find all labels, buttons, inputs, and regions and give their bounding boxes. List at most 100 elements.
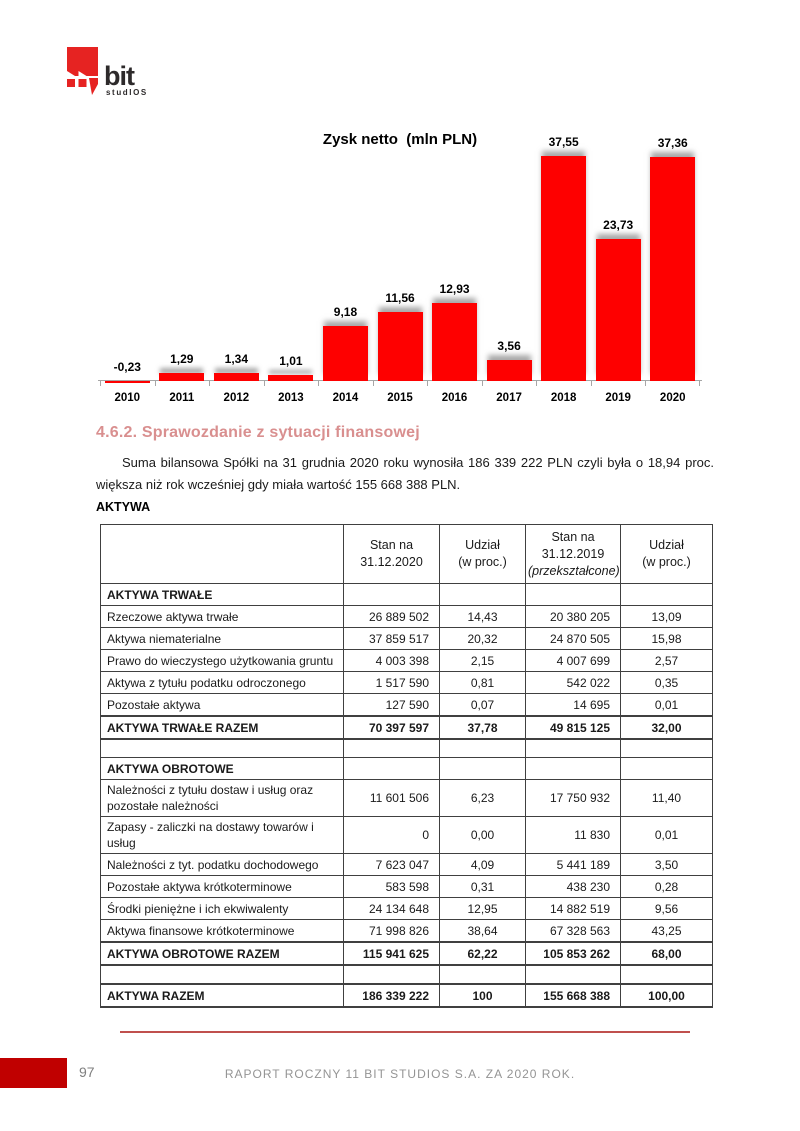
row-value-cell [439, 738, 526, 758]
row-label-cell: Zapasy - zaliczki na dostawy towarów i u… [100, 816, 344, 854]
bar [595, 238, 641, 381]
footer-title: RAPORT ROCZNY 11 BIT STUDIOS S.A. ZA 202… [224, 1067, 576, 1081]
table-row: Pozostałe aktywa 127 590 0,07 14 695 0,01 [100, 693, 713, 717]
bar-value-label: 9,18 [333, 304, 358, 319]
table-row: Pozostałe aktywa krótkoterminowe 583 598 0… [100, 875, 713, 898]
row-value-cell: 100,00 [620, 983, 713, 1008]
table-row: Środki pieniężne i ich ekwiwalenty 24 134… [100, 897, 713, 920]
bar [377, 311, 423, 381]
row-label-cell: Pozostałe aktywa krótkoterminowe [100, 875, 344, 898]
row-value-cell [343, 757, 440, 780]
row-value-cell [620, 757, 713, 780]
row-value-cell: 2,57 [620, 649, 713, 672]
row-value-cell: 11 601 506 [343, 779, 440, 817]
table-header-cell: Stan na 31.12.2019 (przekształcone) [525, 524, 621, 584]
row-value-cell: 67 328 563 [525, 919, 621, 943]
bar-value-label: 1,01 [279, 353, 303, 368]
row-label-cell: AKTYWA OBROTOWE [100, 757, 344, 780]
logo-bit-text: bit [104, 61, 135, 91]
row-value-cell: 4 007 699 [525, 649, 621, 672]
row-value-cell: 20 380 205 [525, 605, 621, 628]
row-value-cell: 0,81 [439, 671, 526, 694]
axis-tick [100, 381, 101, 386]
bar-value-label: 12,93 [439, 282, 470, 297]
row-value-cell: 9,56 [620, 897, 713, 920]
row-value-cell: 68,00 [620, 941, 713, 966]
table-row: AKTYWA RAZEM 186 339 222 100 155 668 388 100… [100, 983, 713, 1008]
bar-value-label: 37,36 [657, 135, 688, 150]
row-label-cell: Aktywa niematerialne [100, 627, 344, 650]
bar-value-label: 11,56 [385, 290, 415, 305]
x-axis-year-label: 2018 [550, 392, 577, 404]
row-value-cell: 6,23 [439, 779, 526, 817]
bar [268, 374, 314, 381]
intro-paragraph: Suma bilansowa Spółki na 31 grudnia 2020… [96, 455, 714, 492]
x-axis-year-label: 2019 [605, 392, 631, 404]
row-value-cell: 0,00 [439, 816, 526, 854]
row-value-cell [439, 757, 526, 780]
row-value-cell: 4 003 398 [343, 649, 440, 672]
bar [322, 325, 368, 381]
row-value-cell [525, 738, 621, 758]
footer-accent-block [0, 1058, 67, 1088]
table-row: Zapasy - zaliczki na dostawy towarów i u… [100, 816, 713, 854]
axis-tick [263, 381, 265, 386]
row-value-cell: 583 598 [343, 875, 440, 898]
row-value-cell: 105 853 262 [525, 941, 621, 966]
section-heading: 4.6.2. Sprawozdanie z sytuacji finansowe… [96, 424, 420, 441]
row-value-cell [620, 738, 713, 758]
axis-tick [318, 381, 320, 386]
row-value-cell: 14 695 [525, 693, 621, 717]
chart-title: Zysk netto (mln PLN) [322, 131, 478, 148]
table-row: Prawo do wieczystego użytkowania gruntu 4… [100, 649, 713, 672]
row-value-cell: 100 [439, 983, 526, 1008]
axis-tick [590, 381, 592, 386]
row-value-cell: 155 668 388 [525, 983, 621, 1008]
bar-value-label: 23,73 [603, 217, 634, 232]
row-value-cell: 0,01 [620, 693, 713, 717]
row-value-cell: 71 998 826 [343, 919, 440, 943]
row-label-cell: AKTYWA OBROTOWE RAZEM [100, 941, 344, 966]
table-header-cell [100, 524, 344, 584]
row-label-cell: AKTYWA RAZEM [100, 983, 344, 1008]
eleven-bit-logo-icon: bit studIOS [67, 47, 146, 97]
bar-value-label: 1,34 [224, 351, 249, 366]
row-value-cell [525, 757, 621, 780]
axis-tick [536, 381, 538, 386]
row-value-cell: 11,40 [620, 779, 713, 817]
row-value-cell [343, 583, 440, 606]
x-axis-year-label: 2017 [496, 392, 522, 404]
axis-tick [427, 381, 429, 386]
x-axis-year-label: 2020 [659, 392, 686, 404]
bar [541, 155, 587, 381]
bar [159, 373, 205, 381]
bar-value-label: 3,56 [497, 338, 521, 353]
table-row [100, 964, 713, 985]
row-label-cell: Prawo do wieczystego użytkowania gruntu [100, 649, 344, 672]
row-value-cell [525, 964, 621, 985]
row-label-cell: Pozostałe aktywa [100, 693, 344, 717]
row-value-cell: 13,09 [620, 605, 713, 628]
row-label-cell: AKTYWA TRWAŁE [100, 583, 344, 606]
x-axis-year-label: 2012 [223, 392, 250, 404]
x-axis-year-label: 2013 [278, 392, 304, 404]
table-row: Należności z tytułu dostaw i usług oraz … [100, 779, 713, 817]
row-value-cell: 15,98 [620, 627, 713, 650]
bar [486, 359, 532, 381]
row-value-cell: 0,31 [439, 875, 526, 898]
row-label-cell [100, 738, 344, 758]
row-value-cell: 3,50 [620, 853, 713, 876]
row-label-cell: Środki pieniężne i ich ekwiwalenty [100, 897, 344, 920]
row-value-cell: 37 859 517 [343, 627, 440, 650]
row-value-cell: 542 022 [525, 671, 621, 694]
row-value-cell: 186 339 222 [343, 983, 440, 1008]
table-header-cell: Udział (w proc.) [620, 524, 713, 584]
row-value-cell: 0,07 [439, 693, 526, 717]
row-value-cell: 0 [343, 816, 440, 854]
axis-tick [699, 381, 700, 386]
bar [650, 156, 696, 381]
table-header-row: Stan na 31.12.2020 Udział (w proc.) Stan na 3… [100, 524, 713, 584]
row-value-cell: 70 397 597 [343, 715, 440, 740]
row-label-cell: Należności z tytułu dostaw i usług oraz … [100, 779, 344, 817]
